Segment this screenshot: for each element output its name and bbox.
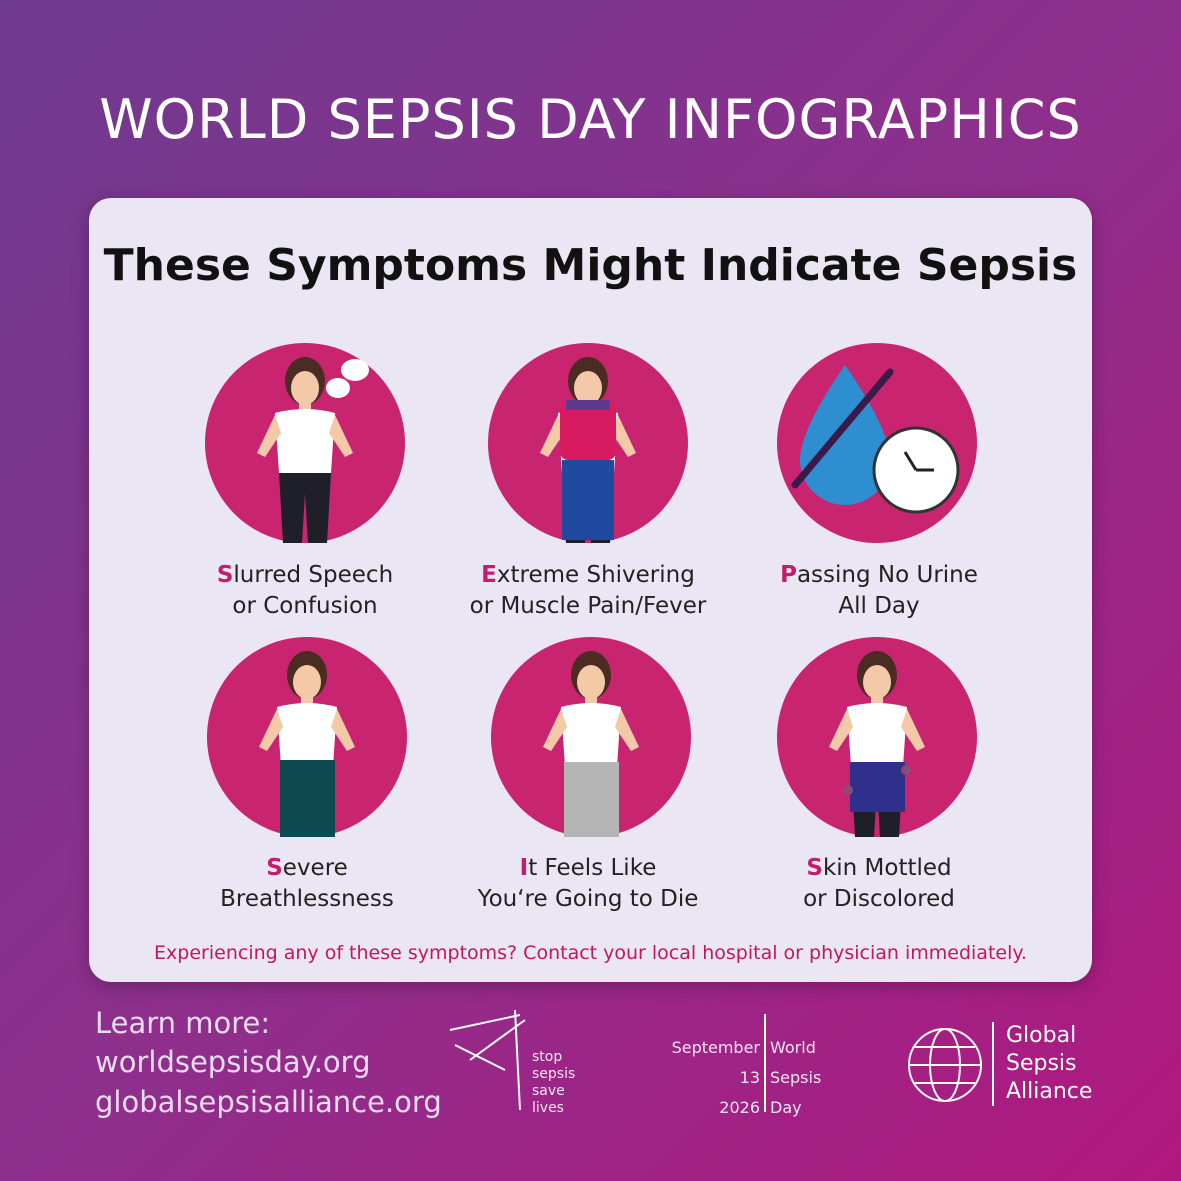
symptom-label: Slurred Speech or Confusion (145, 560, 465, 622)
symptom-line: Extreme Shivering (481, 562, 695, 588)
icon-shivering (488, 343, 688, 543)
date-part: 13 (739, 1068, 760, 1087)
symptom-label: Extreme Shivering or Muscle Pain/Fever (428, 560, 748, 622)
title: WORLD SEPSIS DAY INFOGRAPHICS (99, 88, 1082, 151)
symptom-line: or Confusion (232, 593, 378, 619)
slogan-word: save (532, 1083, 565, 1099)
symptom-line: It Feels Like (519, 855, 657, 881)
date: September 13 2026 (660, 1033, 760, 1123)
symptom-line: You‘re Going to Die (477, 886, 699, 912)
symptom-line: All Day (838, 593, 920, 619)
symptom-line: Passing No Urine (780, 562, 978, 588)
slogan-word: sepsis (532, 1066, 576, 1082)
date-part: 2026 (719, 1098, 760, 1117)
card (89, 198, 1092, 982)
symptom-line: Breathlessness (220, 886, 394, 912)
icon-skin (777, 637, 977, 837)
learn-more: Learn more: (95, 1006, 271, 1040)
link[interactable]: worldsepsisday.org (95, 1045, 371, 1079)
symptom-label: Passing No Urine All Day (719, 560, 1039, 622)
card-heading: These Symptoms Might Indicate Sepsis (103, 240, 1078, 291)
event: World Sepsis Day (770, 1033, 821, 1123)
globe-logo (908, 1028, 982, 1102)
symptom-line: Slurred Speech (216, 562, 394, 588)
icon-no-urine (777, 343, 977, 543)
date-part: September (671, 1038, 760, 1057)
symptom-label: Severe Breathlessness (147, 853, 467, 915)
symptom-line: or Muscle Pain/Fever (469, 593, 707, 619)
symptom-line: or Discolored (803, 886, 955, 912)
event-word: Sepsis (770, 1068, 822, 1087)
footnote: Experiencing any of these symptoms? Cont… (154, 942, 1027, 964)
alliance-word: Sepsis (1006, 1051, 1077, 1076)
symptom-line: Skin Mottled (806, 855, 952, 881)
link[interactable]: globalsepsisalliance.org (95, 1085, 442, 1119)
icon-breathless (207, 637, 407, 837)
icon-dying (491, 637, 691, 837)
event-word: Day (770, 1098, 802, 1117)
symptom-line: Severe (266, 855, 348, 881)
alliance: Global Sepsis Alliance (1006, 1022, 1092, 1106)
alliance-word: Alliance (1006, 1079, 1093, 1104)
slogan-word: lives (532, 1100, 564, 1116)
icon-confusion (205, 343, 405, 543)
alliance-word: Global (1006, 1023, 1077, 1048)
symptom-label: It Feels Like You‘re Going to Die (428, 853, 748, 915)
slogan-word: stop (532, 1049, 563, 1065)
slogan: stop sepsis save lives (532, 1049, 575, 1117)
event-word: World (770, 1038, 816, 1057)
slogan-logo (449, 1009, 526, 1111)
symptom-label: Skin Mottled or Discolored (719, 853, 1039, 915)
